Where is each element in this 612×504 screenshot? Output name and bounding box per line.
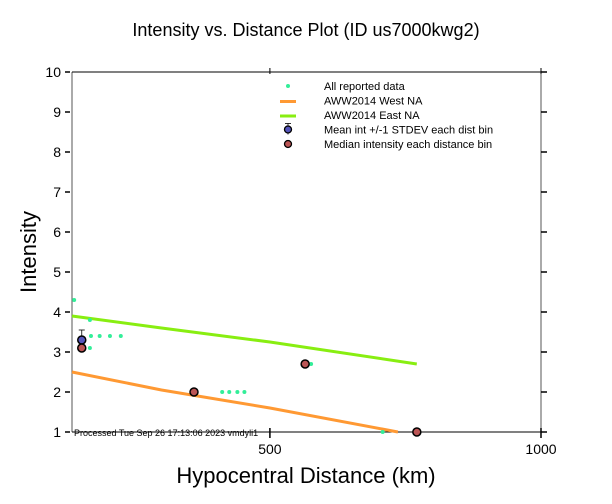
reported-data-point (72, 298, 77, 302)
reported-data-point (309, 362, 314, 366)
plot-area (71, 71, 542, 433)
legend-symbol-median (283, 139, 293, 149)
reported-data-point (97, 334, 102, 338)
chart-title: Intensity vs. Distance Plot (ID us7000kw… (132, 20, 479, 40)
legend: All reported data AWW2014 West NA AWW2014 … (280, 81, 493, 151)
reported-data-point (87, 346, 92, 350)
reported-data-point (107, 334, 112, 338)
y-tick-label: 1 (53, 424, 61, 440)
y-tick-label: 6 (53, 224, 61, 240)
reported-data-point (242, 390, 247, 394)
legend-label: AWW2014 West NA (324, 96, 423, 108)
legend-symbol-all-data (286, 84, 290, 88)
reported-data-point (118, 334, 123, 338)
x-tick-label: 1000 (525, 441, 556, 457)
series-line-2 (71, 314, 418, 366)
median-point (300, 359, 310, 369)
median-point (412, 427, 422, 437)
legend-label: Median intensity each distance bin (324, 139, 492, 151)
reported-data-point (227, 390, 232, 394)
mean-point (77, 335, 87, 345)
reported-data-point (235, 390, 240, 394)
legend-symbol-mean (283, 125, 293, 134)
median-point (189, 387, 199, 397)
y-tick-label: 4 (53, 304, 61, 320)
y-tick-label: 9 (53, 104, 61, 120)
y-tick-label: 8 (53, 144, 61, 160)
y-axis-label: Intensity (16, 211, 41, 293)
y-tick-label: 5 (53, 264, 61, 280)
reported-data-point (88, 334, 93, 338)
series-line-1 (71, 370, 399, 434)
y-tick-label: 2 (53, 384, 61, 400)
processed-annotation: Processed Tue Sep 26 17:13:06 2023 vmdyl… (74, 428, 258, 438)
legend-label: Mean int +/-1 STDEV each dist bin (324, 125, 493, 137)
x-tick-label: 500 (258, 441, 282, 457)
x-axis-label: Hypocentral Distance (km) (176, 463, 435, 488)
plot-frame (72, 72, 541, 432)
legend-label: AWW2014 East NA (324, 110, 420, 122)
reported-data-point (220, 390, 225, 394)
reported-data-point (380, 430, 385, 434)
y-tick-label: 3 (53, 344, 61, 360)
median-point (77, 343, 87, 353)
reported-data-point (87, 318, 92, 322)
y-tick-label: 10 (45, 64, 61, 80)
legend-label: All reported data (324, 81, 406, 93)
y-tick-label: 7 (53, 184, 61, 200)
